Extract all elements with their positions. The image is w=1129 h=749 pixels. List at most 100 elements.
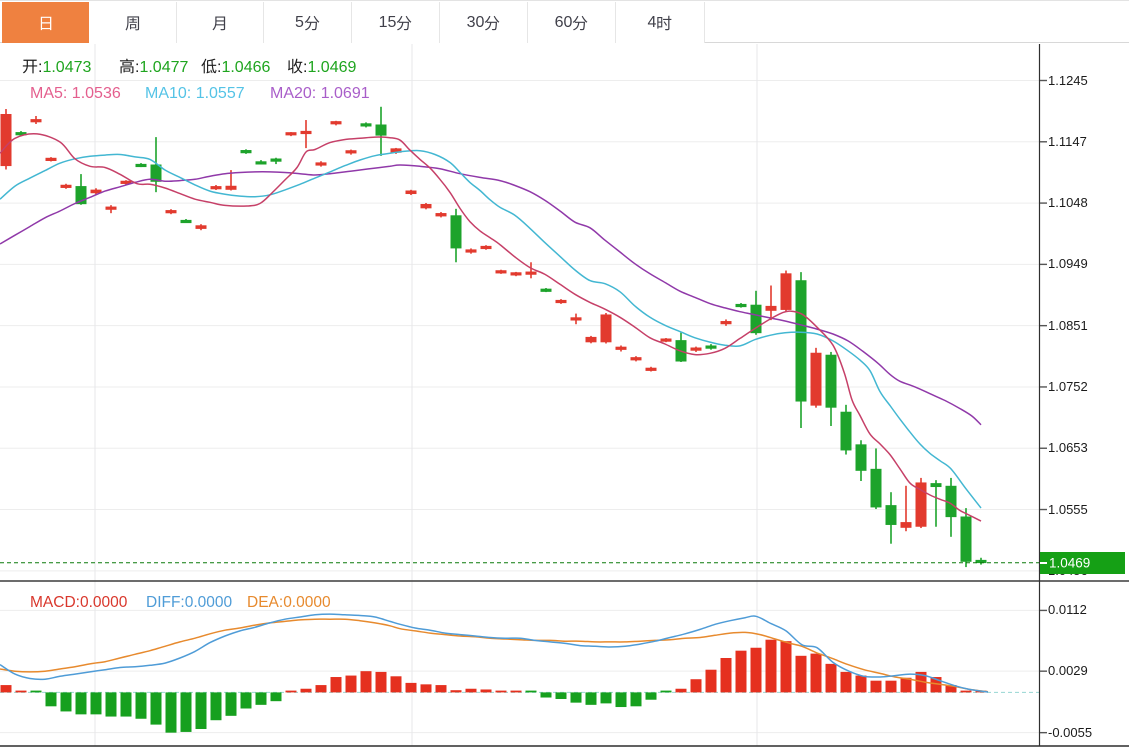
diff-line <box>0 613 989 693</box>
tab-15分[interactable]: 15 <box>352 2 440 43</box>
tab-月[interactable] <box>177 2 264 43</box>
candle-body <box>390 148 402 153</box>
cjk-glyph <box>657 15 672 30</box>
cjk-glyph <box>304 15 320 30</box>
candle-body <box>240 150 252 154</box>
macd-bar <box>465 688 477 693</box>
ma-label: MA5: <box>30 84 72 102</box>
candle-body <box>615 346 627 350</box>
tab-30分[interactable]: 30 <box>440 2 528 43</box>
ohlc-item: :1.0473 <box>22 58 91 77</box>
candle-body <box>285 132 297 136</box>
cjk-glyph <box>125 15 139 30</box>
current-price-badge: 1.0469 <box>1040 551 1125 574</box>
candle-body <box>660 338 672 342</box>
candle-body <box>825 354 837 408</box>
macd-bar <box>540 692 552 698</box>
price-axis-label: 1.0555 <box>1048 501 1088 517</box>
cjk-glyph <box>287 58 303 74</box>
candle-body <box>585 336 597 343</box>
candle-body <box>645 367 657 371</box>
candle-body <box>945 485 957 518</box>
tab-日[interactable] <box>2 2 89 43</box>
macd-bar <box>750 647 762 693</box>
cjk-glyph <box>212 15 226 30</box>
macd-bar <box>435 685 447 693</box>
ma20-line <box>0 164 982 426</box>
ma-value: 1.0536 <box>71 84 121 102</box>
ohlc-label: : <box>201 58 221 76</box>
macd-bar <box>660 690 672 693</box>
candle-body <box>870 468 882 508</box>
macd-bar <box>510 690 522 693</box>
macd-bar <box>285 690 297 693</box>
macd-bar <box>255 692 267 705</box>
candle-body <box>930 483 942 488</box>
candle-body <box>630 357 642 361</box>
macd-bar <box>600 692 612 704</box>
macd-bar <box>210 692 222 721</box>
ohlc-item: :1.0466 <box>201 58 270 77</box>
candle-body <box>30 119 42 123</box>
macd-item: DIFF:0.0000 <box>146 594 232 612</box>
candle-body <box>105 206 117 210</box>
candle-body <box>225 185 237 190</box>
candle-body <box>45 157 57 161</box>
tab-60分[interactable]: 60 <box>528 2 616 43</box>
macd-bar <box>945 685 957 693</box>
ohlc-value: 1.0477 <box>139 58 189 76</box>
macd-axis-label: 0.0029 <box>1048 663 1088 679</box>
candle-body <box>180 219 192 224</box>
macd-bar <box>90 692 102 715</box>
ma-item: MA5: 1.0536 <box>30 85 121 103</box>
ohlc-value: 1.0473 <box>42 58 92 76</box>
candle-body <box>330 121 342 125</box>
candle-body <box>360 123 372 127</box>
macd-value: 0.0000 <box>79 593 128 611</box>
macd-value: 0.0000 <box>184 593 233 611</box>
price-axis-label: 1.0653 <box>1048 440 1088 456</box>
macd-bar <box>75 692 87 715</box>
ma-label: MA10: <box>145 84 196 102</box>
cjk-glyph <box>201 58 217 74</box>
candle-body <box>405 190 417 195</box>
ohlc-label: : <box>22 59 42 76</box>
candle-body <box>195 225 207 229</box>
macd-bar <box>270 692 282 702</box>
candle-body <box>375 124 387 136</box>
macd-bar <box>615 692 627 708</box>
macd-bar <box>930 677 942 693</box>
macd-bar <box>180 692 192 732</box>
ma-item: MA10: 1.0557 <box>145 85 245 103</box>
macd-axis-label: 0.0112 <box>1048 602 1087 618</box>
candle-body <box>705 345 717 349</box>
macd-bar <box>855 675 867 693</box>
macd-bar <box>570 692 582 703</box>
candle-body <box>165 210 177 214</box>
macd-value: 0.0000 <box>283 593 331 611</box>
macd-bar <box>480 689 492 693</box>
macd-bar <box>360 671 372 693</box>
ohlc-label: : <box>119 58 139 76</box>
macd-bar <box>810 653 822 693</box>
candle-body <box>690 347 702 351</box>
candle-body <box>795 280 807 402</box>
candle-body <box>270 158 282 162</box>
macd-bar <box>630 692 642 707</box>
price-axis-label: 1.0949 <box>1048 256 1088 272</box>
tab-4时[interactable]: 4 <box>616 2 705 43</box>
macd-bar <box>60 692 72 712</box>
macd-bar <box>525 690 537 693</box>
macd-bar <box>690 679 702 693</box>
candle-body <box>435 213 447 217</box>
ma-label: MA20: <box>270 84 321 102</box>
candle-body <box>210 186 222 190</box>
macd-bar <box>645 692 657 700</box>
macd-bar <box>390 676 402 693</box>
tab-周[interactable] <box>89 2 177 43</box>
macd-bar <box>0 685 12 693</box>
candle-body <box>555 299 567 304</box>
tab-5分[interactable]: 5 <box>264 2 352 43</box>
ma-value: 1.0691 <box>320 84 370 102</box>
